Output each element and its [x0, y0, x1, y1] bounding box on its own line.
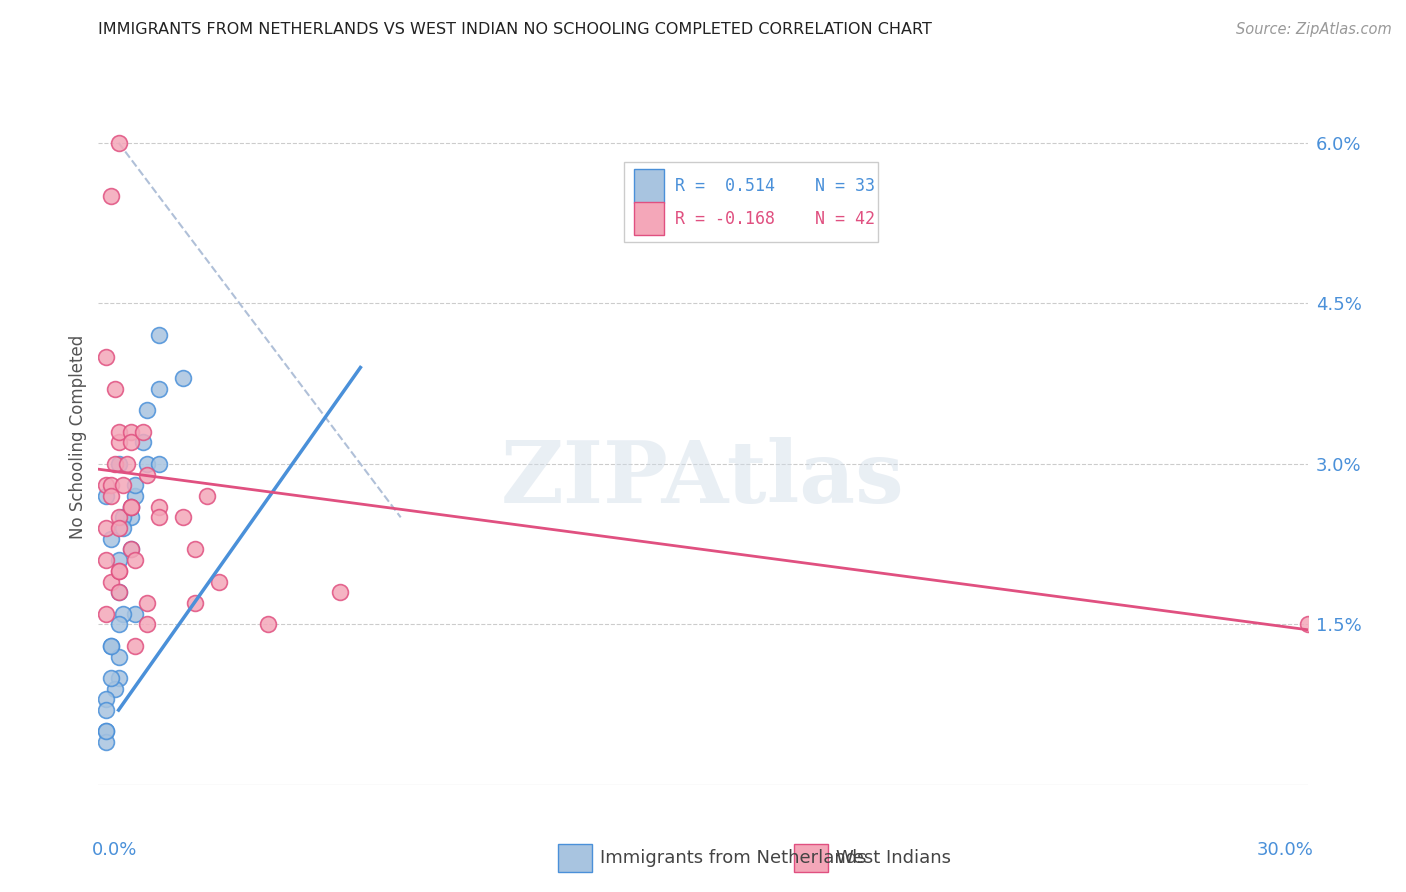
Point	[103, 681, 125, 696]
Point	[96, 607, 118, 621]
Point	[107, 425, 129, 439]
Point	[107, 457, 129, 471]
Point	[111, 478, 134, 492]
Point	[329, 585, 352, 599]
Text: R = -0.168    N = 42: R = -0.168 N = 42	[675, 210, 875, 227]
Text: R =  0.514    N = 33: R = 0.514 N = 33	[675, 177, 875, 195]
Point	[172, 510, 194, 524]
Point	[100, 189, 122, 203]
Point	[120, 500, 142, 514]
Point	[184, 596, 207, 610]
Point	[96, 553, 118, 567]
Point	[100, 639, 122, 653]
Bar	[634, 169, 664, 202]
Point	[124, 607, 146, 621]
FancyBboxPatch shape	[624, 162, 879, 243]
Point	[124, 639, 146, 653]
Point	[107, 671, 129, 685]
Point	[100, 532, 122, 546]
Point	[103, 457, 125, 471]
Point	[107, 564, 129, 578]
Bar	[634, 202, 664, 235]
Point	[172, 371, 194, 385]
Point	[107, 136, 129, 150]
Point	[135, 403, 157, 417]
Point	[208, 574, 231, 589]
Point	[135, 457, 157, 471]
Point	[96, 478, 118, 492]
Point	[120, 500, 142, 514]
Text: 0.0%: 0.0%	[93, 840, 138, 859]
Point	[96, 724, 118, 739]
Point	[184, 542, 207, 557]
Point	[96, 735, 118, 749]
Point	[107, 585, 129, 599]
Point	[103, 382, 125, 396]
Point	[148, 328, 170, 343]
Point	[96, 350, 118, 364]
Point	[107, 585, 129, 599]
Point	[96, 724, 118, 739]
Point	[195, 489, 218, 503]
Point	[107, 617, 129, 632]
Bar	[558, 844, 592, 872]
Point	[120, 510, 142, 524]
Point	[107, 564, 129, 578]
Point	[135, 596, 157, 610]
Point	[132, 425, 155, 439]
Point	[256, 617, 278, 632]
Point	[132, 435, 155, 450]
Point	[100, 671, 122, 685]
Point	[107, 649, 129, 664]
Point	[148, 510, 170, 524]
Point	[135, 467, 157, 482]
Point	[1296, 617, 1319, 632]
Point	[100, 478, 122, 492]
Point	[120, 542, 142, 557]
Point	[120, 542, 142, 557]
Point	[111, 521, 134, 535]
Point	[120, 435, 142, 450]
Point	[100, 639, 122, 653]
Text: ZIPAtlas: ZIPAtlas	[501, 437, 905, 521]
Text: IMMIGRANTS FROM NETHERLANDS VS WEST INDIAN NO SCHOOLING COMPLETED CORRELATION CH: IMMIGRANTS FROM NETHERLANDS VS WEST INDI…	[98, 22, 932, 37]
Point	[124, 478, 146, 492]
Point	[107, 510, 129, 524]
Text: 30.0%: 30.0%	[1257, 840, 1313, 859]
Text: West Indians: West Indians	[837, 849, 950, 867]
Point	[148, 382, 170, 396]
Point	[96, 692, 118, 706]
Point	[115, 457, 138, 471]
Point	[124, 489, 146, 503]
Point	[96, 521, 118, 535]
Point	[120, 425, 142, 439]
Point	[148, 500, 170, 514]
Y-axis label: No Schooling Completed: No Schooling Completed	[69, 335, 87, 539]
Point	[111, 607, 134, 621]
Point	[111, 510, 134, 524]
Point	[100, 489, 122, 503]
Point	[96, 703, 118, 717]
Point	[96, 489, 118, 503]
Point	[107, 435, 129, 450]
Point	[124, 553, 146, 567]
Point	[135, 617, 157, 632]
Point	[107, 521, 129, 535]
Bar	[793, 844, 828, 872]
Text: Immigrants from Netherlands: Immigrants from Netherlands	[600, 849, 866, 867]
Text: Source: ZipAtlas.com: Source: ZipAtlas.com	[1236, 22, 1392, 37]
Point	[148, 457, 170, 471]
Point	[120, 500, 142, 514]
Point	[107, 553, 129, 567]
Point	[100, 574, 122, 589]
